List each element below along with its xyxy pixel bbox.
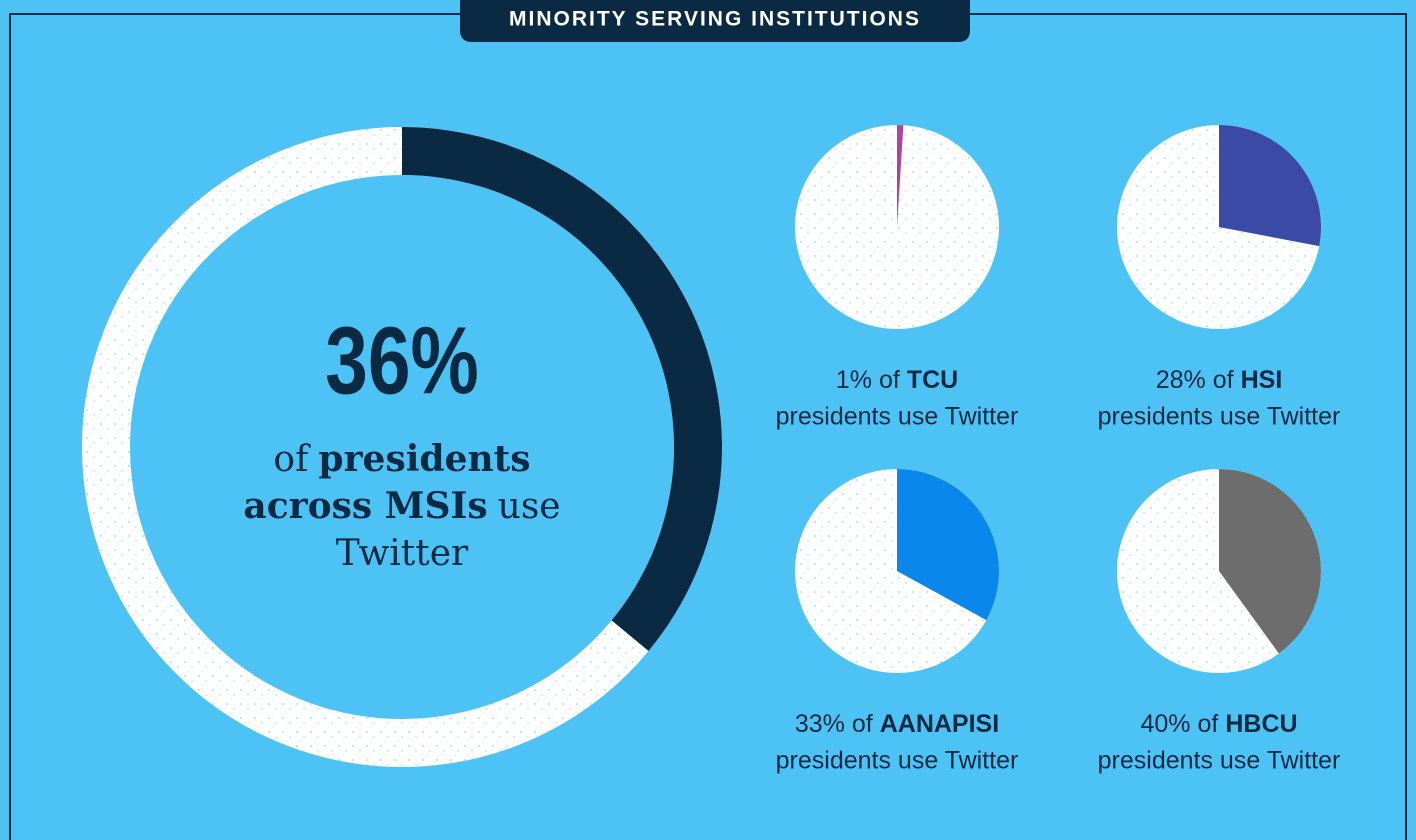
- pie-label-text: presidents use Twitter: [1098, 403, 1341, 431]
- pie-label-text: presidents use Twitter: [776, 403, 1019, 431]
- pie-value-label: 28%: [1156, 366, 1206, 394]
- caption-line: across MSIs use: [243, 485, 560, 527]
- pie-value-label: 33%: [795, 710, 845, 738]
- frame: [9, 13, 1407, 840]
- pie-label-text: of: [1197, 710, 1218, 738]
- title: MINORITY SERVING INSTITUTIONS: [509, 8, 921, 31]
- caption-text: presidents: [318, 438, 530, 480]
- pie-value-label: 1%: [836, 366, 872, 394]
- donut-slice: [402, 127, 722, 651]
- caption-text: Twitter: [336, 533, 469, 574]
- caption-text: use: [498, 486, 561, 527]
- pie-label: 1% of TCU: [836, 366, 958, 394]
- pie-value-label: 40%: [1140, 710, 1190, 738]
- pie-group: HSI: [1241, 366, 1283, 394]
- title-tab: [460, 0, 970, 42]
- caption-text: across MSIs: [243, 485, 487, 527]
- big-value-label: 36%: [325, 307, 479, 414]
- pie-group: TCU: [907, 366, 958, 394]
- pie-slice: [897, 125, 904, 227]
- pie-label-text: presidents use Twitter: [1098, 747, 1341, 775]
- pie-label-text: presidents use Twitter: [776, 747, 1019, 775]
- pie-label: 28% of HSI: [1156, 366, 1283, 394]
- pie-slice: [1219, 469, 1321, 654]
- pie-label: 33% of AANAPISI: [795, 710, 999, 738]
- pie-slice: [1219, 125, 1321, 247]
- caption-line: Twitter: [336, 533, 469, 574]
- pie-group: AANAPISI: [880, 710, 999, 738]
- pie-group: HBCU: [1225, 710, 1297, 738]
- pie-label-text: of: [852, 710, 873, 738]
- caption-text: of: [273, 439, 311, 480]
- pie-label-text: of: [879, 366, 900, 394]
- pie-label-text: of: [1213, 366, 1234, 394]
- pie-slice: [897, 469, 999, 621]
- caption-line: of presidents: [273, 438, 530, 480]
- pie-label: 40% of HBCU: [1140, 710, 1297, 738]
